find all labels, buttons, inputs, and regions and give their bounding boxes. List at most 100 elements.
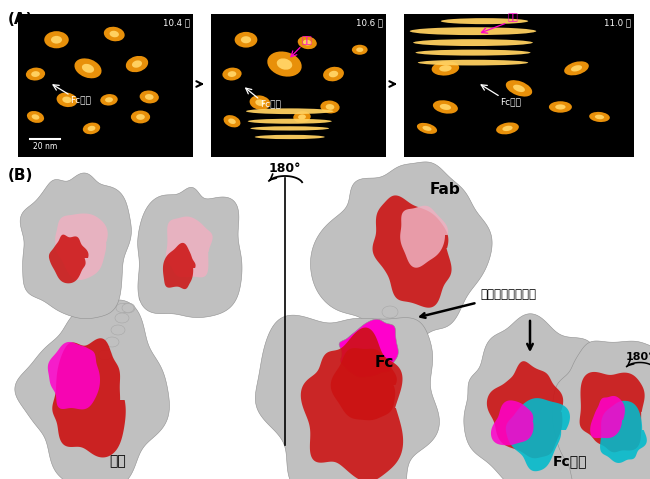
- Ellipse shape: [26, 68, 45, 80]
- Polygon shape: [590, 396, 625, 438]
- Ellipse shape: [51, 36, 62, 44]
- Ellipse shape: [241, 36, 251, 43]
- Ellipse shape: [329, 71, 338, 77]
- Ellipse shape: [564, 61, 589, 75]
- Ellipse shape: [589, 112, 610, 122]
- Polygon shape: [400, 205, 448, 268]
- Ellipse shape: [27, 111, 44, 123]
- Ellipse shape: [364, 332, 380, 344]
- Ellipse shape: [549, 101, 572, 113]
- Text: 抵体: 抵体: [110, 454, 126, 468]
- Ellipse shape: [356, 47, 363, 52]
- Ellipse shape: [418, 60, 528, 66]
- Text: 10.6 秒: 10.6 秒: [356, 18, 383, 27]
- Polygon shape: [301, 328, 403, 479]
- Ellipse shape: [44, 31, 69, 48]
- Ellipse shape: [100, 94, 118, 105]
- Ellipse shape: [413, 39, 533, 46]
- Ellipse shape: [105, 97, 113, 103]
- Ellipse shape: [166, 278, 178, 287]
- Ellipse shape: [441, 18, 528, 24]
- Polygon shape: [372, 195, 452, 308]
- Ellipse shape: [422, 126, 432, 131]
- Ellipse shape: [154, 285, 166, 295]
- Ellipse shape: [228, 118, 236, 124]
- Ellipse shape: [440, 104, 451, 110]
- Ellipse shape: [105, 337, 119, 347]
- Ellipse shape: [326, 104, 334, 110]
- Text: 20 nm: 20 nm: [33, 142, 57, 151]
- Ellipse shape: [115, 313, 129, 323]
- Polygon shape: [55, 214, 108, 280]
- Ellipse shape: [506, 80, 532, 97]
- Ellipse shape: [132, 60, 142, 68]
- Ellipse shape: [298, 114, 306, 120]
- Polygon shape: [600, 401, 647, 463]
- Ellipse shape: [250, 95, 270, 110]
- Text: 180°: 180°: [625, 352, 650, 362]
- Ellipse shape: [82, 64, 94, 73]
- Text: 180°: 180°: [268, 162, 301, 175]
- Text: 新确认的结合位点: 新确认的结合位点: [421, 288, 536, 318]
- Ellipse shape: [250, 126, 329, 131]
- Ellipse shape: [267, 51, 302, 77]
- Ellipse shape: [126, 56, 148, 72]
- Ellipse shape: [248, 119, 332, 124]
- Ellipse shape: [277, 58, 292, 70]
- Ellipse shape: [32, 114, 40, 120]
- Ellipse shape: [595, 114, 604, 119]
- Bar: [404, 14, 634, 157]
- Ellipse shape: [303, 40, 311, 46]
- Ellipse shape: [415, 50, 530, 56]
- Polygon shape: [166, 217, 213, 277]
- Bar: [211, 14, 386, 157]
- Ellipse shape: [136, 114, 145, 120]
- Ellipse shape: [31, 71, 40, 77]
- Ellipse shape: [88, 126, 96, 131]
- Ellipse shape: [224, 115, 240, 127]
- Ellipse shape: [293, 111, 311, 123]
- Ellipse shape: [82, 271, 94, 280]
- Ellipse shape: [417, 123, 437, 134]
- Polygon shape: [487, 361, 563, 458]
- Text: (B): (B): [8, 168, 33, 183]
- Ellipse shape: [139, 294, 151, 303]
- Ellipse shape: [372, 319, 388, 331]
- Ellipse shape: [502, 125, 513, 131]
- Polygon shape: [552, 341, 650, 479]
- Ellipse shape: [382, 306, 398, 318]
- Polygon shape: [49, 235, 88, 284]
- Ellipse shape: [323, 67, 344, 81]
- Ellipse shape: [227, 71, 237, 77]
- Polygon shape: [339, 319, 398, 377]
- Text: Fc: Fc: [375, 355, 395, 370]
- Ellipse shape: [145, 94, 153, 100]
- Polygon shape: [311, 162, 492, 338]
- Text: 抵体: 抵体: [508, 13, 518, 23]
- Polygon shape: [163, 243, 196, 289]
- Ellipse shape: [255, 135, 325, 139]
- Ellipse shape: [432, 61, 459, 76]
- Ellipse shape: [439, 65, 452, 71]
- Polygon shape: [20, 173, 131, 319]
- Ellipse shape: [298, 36, 317, 49]
- Ellipse shape: [255, 99, 265, 106]
- Ellipse shape: [513, 85, 525, 92]
- Text: 抵体: 抵体: [302, 36, 313, 46]
- Ellipse shape: [110, 31, 119, 37]
- Ellipse shape: [121, 303, 135, 313]
- Ellipse shape: [83, 123, 100, 134]
- Ellipse shape: [222, 68, 242, 80]
- Ellipse shape: [140, 91, 159, 103]
- Polygon shape: [255, 315, 439, 479]
- Bar: [18, 14, 193, 157]
- Ellipse shape: [352, 45, 368, 55]
- Text: Fc受体: Fc受体: [70, 95, 92, 104]
- Polygon shape: [464, 314, 602, 479]
- Ellipse shape: [410, 27, 536, 35]
- Ellipse shape: [131, 111, 150, 124]
- Text: 11.0 秒: 11.0 秒: [604, 18, 631, 27]
- Text: Fc受体: Fc受体: [552, 454, 587, 468]
- Ellipse shape: [246, 108, 333, 114]
- Ellipse shape: [98, 350, 112, 360]
